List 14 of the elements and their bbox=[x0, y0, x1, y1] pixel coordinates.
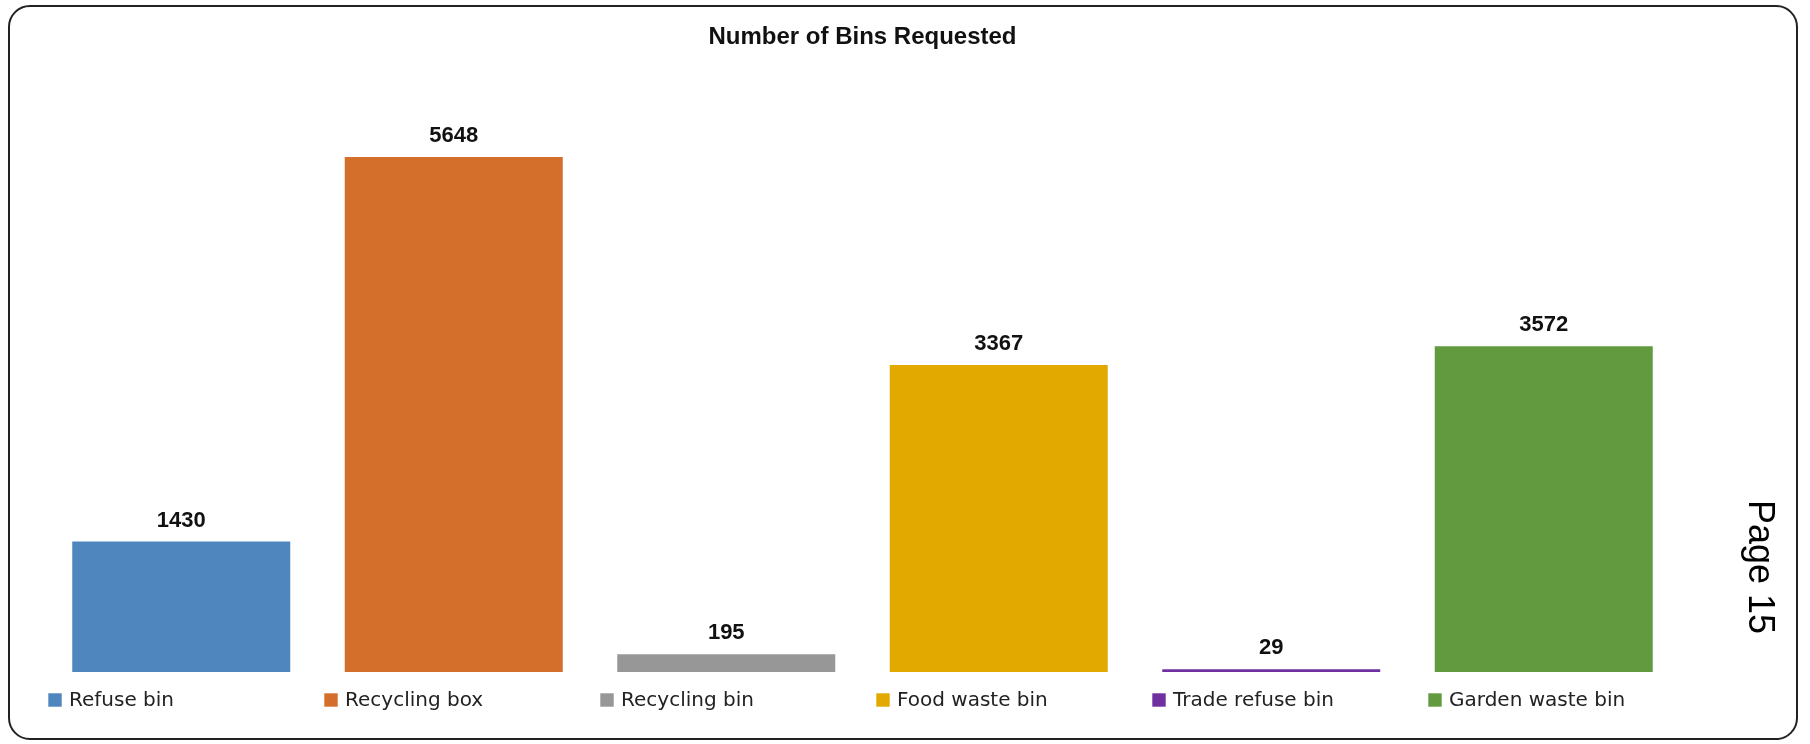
chart-title: Number of Bins Requested bbox=[708, 22, 1017, 49]
legend-label: Recycling box bbox=[345, 687, 484, 711]
data-label: 5648 bbox=[429, 122, 479, 147]
data-label: 195 bbox=[707, 619, 745, 645]
legend-label: Refuse bin bbox=[69, 687, 175, 711]
legend-label: Garden waste bin bbox=[1449, 687, 1626, 711]
legend-label: Food waste bin bbox=[897, 687, 1048, 711]
text: Page 15 bbox=[1740, 500, 1782, 635]
data-label: 3572 bbox=[1519, 311, 1569, 337]
data-label: 1430 bbox=[156, 506, 206, 532]
data-label: 29 bbox=[1259, 634, 1284, 660]
data-label: 3367 bbox=[974, 329, 1024, 355]
legend-label: Trade refuse bin bbox=[1172, 687, 1334, 711]
legend-label: Recycling bin bbox=[621, 687, 754, 711]
